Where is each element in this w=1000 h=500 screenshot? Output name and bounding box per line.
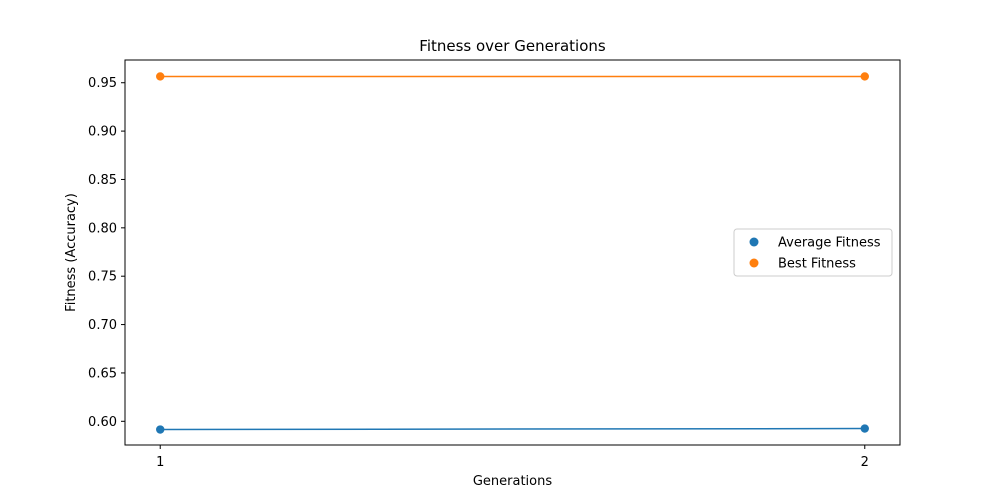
series-1-point-0 (156, 72, 165, 81)
y-tick-label: 0.80 (88, 221, 117, 236)
y-tick-label: 0.60 (88, 415, 117, 430)
legend-items: Average Fitness Best Fitness (749, 236, 881, 272)
series-line-0 (160, 427, 865, 431)
y-tick-label: 0.65 (88, 366, 117, 381)
legend-label-1: Best Fitness (778, 257, 856, 272)
legend-box (733, 228, 893, 277)
legend: Average Fitness Best Fitness (733, 228, 893, 277)
series-0-point-1 (860, 424, 869, 433)
legend-marker-0 (749, 237, 759, 247)
plot-frame (124, 59, 901, 446)
y-tick-label: 0.90 (88, 125, 117, 140)
x-axis-label: Generations (473, 474, 553, 489)
series-1-point-1 (860, 72, 869, 81)
x-tick-label: 2 (861, 455, 869, 470)
x-tick-label: 1 (156, 455, 164, 470)
y-tick-label: 0.70 (88, 318, 117, 333)
y-tick-label: 0.95 (88, 76, 117, 91)
series-0-point-0 (156, 425, 165, 434)
y-tick-label: 0.85 (88, 173, 117, 188)
y-tick-label: 0.75 (88, 270, 117, 285)
y-axis: 0.60 0.65 0.70 0.75 0.80 0.85 0.90 0.95 (88, 76, 125, 430)
legend-label-0: Average Fitness (778, 236, 881, 251)
chart-title: Fitness over Generations (419, 37, 606, 55)
y-axis-label: Fitness (Accuracy) (64, 193, 79, 312)
series-layer (156, 72, 869, 434)
legend-marker-1 (749, 258, 759, 268)
